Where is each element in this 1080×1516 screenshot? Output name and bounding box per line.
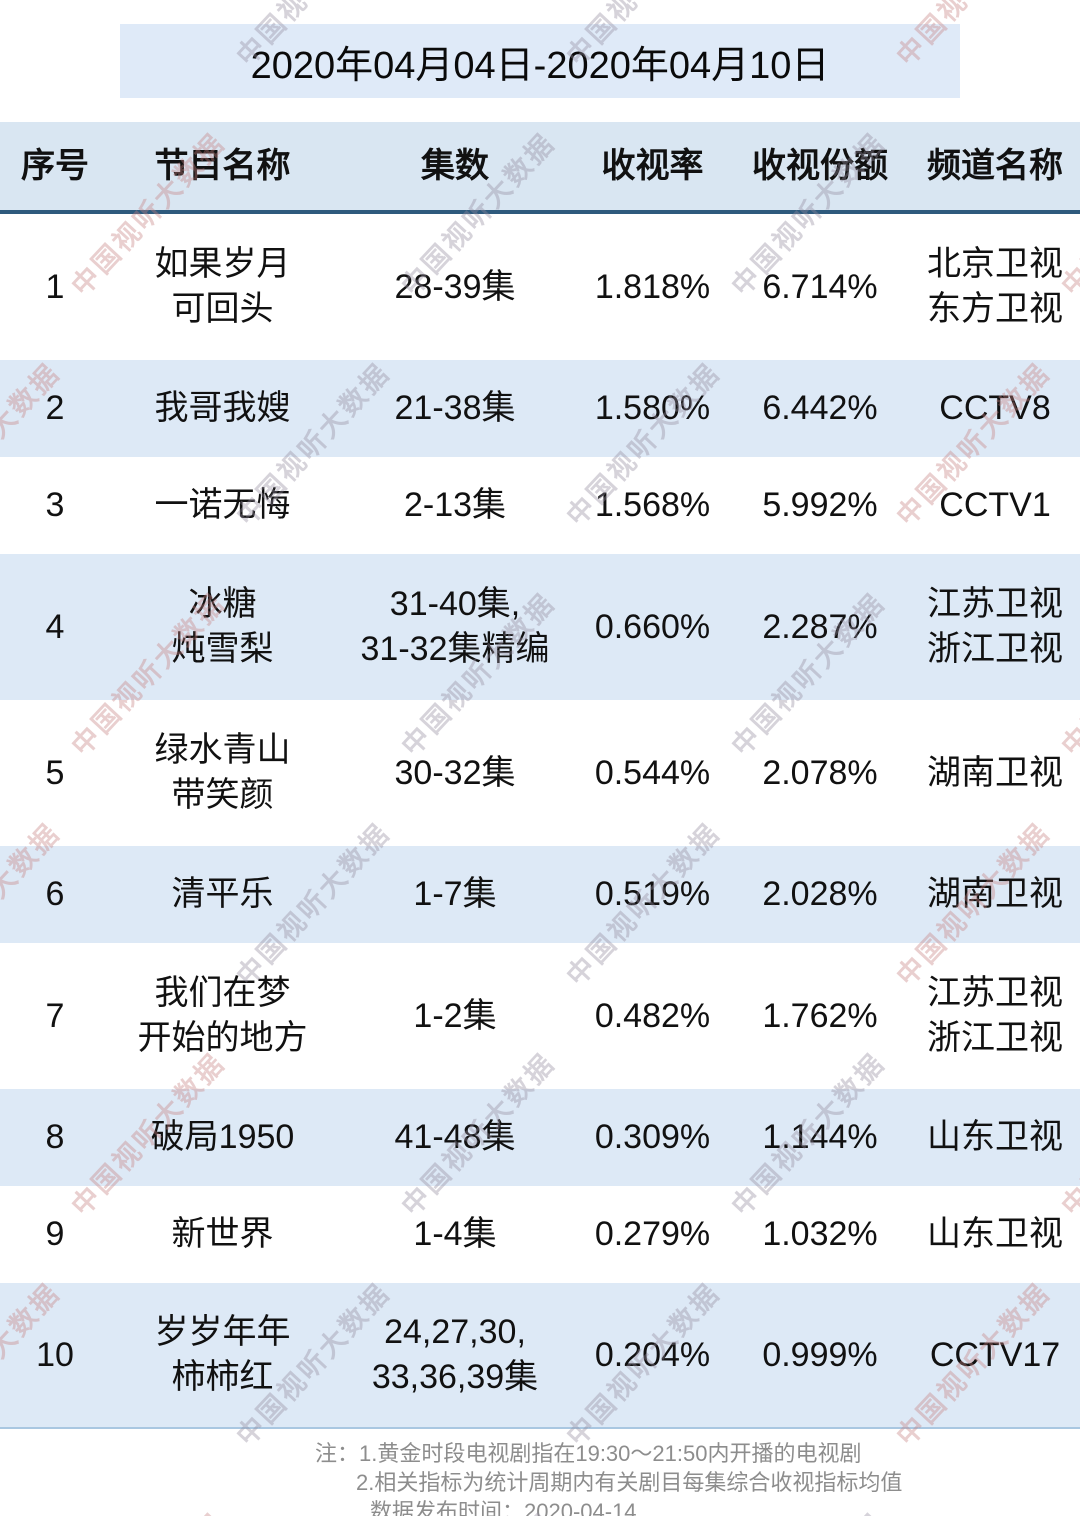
table-row: 6 清平乐 1-7集 0.519% 2.028% 湖南卫视 [0, 846, 1080, 943]
cell-share: 6.442% [762, 389, 878, 428]
cell-channel: 江苏卫视 浙江卫视 [927, 585, 1063, 668]
cell-rating: 1.818% [594, 267, 711, 306]
cell-rank: 10 [36, 1335, 74, 1374]
cell-channel: 北京卫视 东方卫视 [927, 245, 1063, 328]
cell-rating: 0.309% [594, 1118, 711, 1157]
cell-channel: 江苏卫视 浙江卫视 [927, 974, 1063, 1057]
cell-rating: 0.544% [594, 753, 711, 792]
cell-rating: 0.519% [594, 875, 711, 914]
cell-rating: 0.279% [594, 1215, 711, 1254]
footnote-line-1: 注：1.黄金时段电视剧指在19:30～21:50内开播的电视剧 [315, 1441, 862, 1466]
cell-rank: 7 [45, 996, 65, 1035]
cell-channel: 湖南卫视 [927, 753, 1063, 792]
cell-episodes: 28-39集 [394, 267, 516, 306]
cell-rank: 9 [45, 1215, 65, 1254]
cell-name: 冰糖 炖雪梨 [171, 585, 274, 668]
cell-episodes: 24,27,30, 33,36,39集 [371, 1313, 539, 1396]
column-header-rating: 收视率 [601, 146, 704, 185]
cell-name: 我哥我嫂 [154, 389, 291, 428]
column-header-name: 节目名称 [154, 146, 291, 185]
footnote-publish-date: 数据发布时间：2020-04-14 [370, 1499, 637, 1516]
cell-episodes: 1-7集 [413, 875, 497, 914]
cell-rank: 8 [45, 1118, 65, 1157]
cell-share: 0.999% [762, 1335, 878, 1374]
table-row: 4 冰糖 炖雪梨 31-40集, 31-32集精编 0.660% 2.287% 江苏卫视 浙江卫… [0, 554, 1080, 700]
cell-share: 1.032% [762, 1215, 878, 1254]
cell-rating: 0.660% [594, 607, 711, 646]
cell-rank: 3 [45, 486, 65, 525]
date-range-title: 2020年04月04日-2020年04月10日 [250, 44, 830, 87]
cell-episodes: 21-38集 [394, 389, 516, 428]
footnotes: 注：1.黄金时段电视剧指在19:30～21:50内开播的电视剧 2.相关指标为统… [0, 1439, 1080, 1516]
table-row: 7 我们在梦 开始的地方 1-2集 0.482% 1.762% 江苏卫视 浙江卫视 [0, 943, 1080, 1089]
cell-rating: 0.204% [594, 1335, 711, 1374]
cell-rank: 6 [45, 875, 65, 914]
column-header-rank: 序号 [21, 146, 89, 185]
cell-rating: 1.568% [594, 486, 711, 525]
cell-episodes: 2-13集 [403, 486, 507, 525]
cell-name: 一诺无悔 [154, 486, 291, 525]
table-row: 3 一诺无悔 2-13集 1.568% 5.992% CCTV1 [0, 457, 1080, 554]
cell-share: 1.144% [762, 1118, 878, 1157]
cell-name: 绿水青山 带笑颜 [154, 731, 291, 814]
table-row: 10 岁岁年年 柿柿红 24,27,30, 33,36,39集 0.204% 0.999% C… [0, 1283, 1080, 1429]
cell-channel: 山东卫视 [927, 1118, 1063, 1157]
cell-name: 清平乐 [171, 875, 274, 914]
cell-episodes: 1-4集 [413, 1215, 497, 1254]
footnote-line-2: 2.相关指标为统计周期内有关剧目每集综合收视指标均值 [356, 1470, 903, 1496]
cell-name: 岁岁年年 柿柿红 [154, 1313, 291, 1396]
ratings-table: 序号 节目名称 集数 收视率 收视份额 频道名称 1 如果岁月 可回头 28-39集 1… [0, 122, 1080, 1429]
cell-rank: 2 [45, 389, 65, 428]
cell-rank: 4 [45, 607, 65, 646]
cell-name: 如果岁月 可回头 [154, 245, 291, 328]
cell-rating: 0.482% [594, 996, 711, 1035]
cell-share: 2.078% [762, 753, 878, 792]
table-body: 1 如果岁月 可回头 28-39集 1.818% 6.714% 北京卫视 东方卫视 2 我哥我嫂 2… [0, 214, 1080, 1429]
cell-episodes: 41-48集 [394, 1118, 516, 1157]
cell-episodes: 1-2集 [413, 996, 497, 1035]
cell-share: 2.028% [762, 875, 878, 914]
cell-name: 我们在梦 开始的地方 [137, 974, 308, 1057]
cell-share: 2.287% [762, 607, 878, 646]
cell-channel: CCTV8 [939, 389, 1051, 428]
cell-channel: CCTV17 [929, 1335, 1061, 1374]
cell-channel: 山东卫视 [927, 1215, 1063, 1254]
watermark-text: 中国视听大数据 [0, 0, 67, 73]
column-header-channel: 频道名称 [927, 146, 1063, 185]
cell-episodes: 31-40集, 31-32集精编 [360, 585, 550, 668]
cell-name: 新世界 [171, 1215, 274, 1254]
table-row: 9 新世界 1-4集 0.279% 1.032% 山东卫视 [0, 1186, 1080, 1283]
cell-channel: CCTV1 [939, 486, 1051, 525]
column-header-episodes: 集数 [421, 146, 489, 185]
cell-share: 1.762% [762, 996, 878, 1035]
cell-rank: 1 [45, 267, 65, 306]
table-row: 8 破局1950 41-48集 0.309% 1.144% 山东卫视 [0, 1089, 1080, 1186]
table-row: 1 如果岁月 可回头 28-39集 1.818% 6.714% 北京卫视 东方卫视 [0, 214, 1080, 360]
column-header-share: 收视份额 [752, 146, 888, 185]
cell-episodes: 30-32集 [394, 753, 516, 792]
table-row: 2 我哥我嫂 21-38集 1.580% 6.442% CCTV8 [0, 360, 1080, 457]
table-header-row: 序号 节目名称 集数 收视率 收视份额 频道名称 [0, 122, 1080, 214]
cell-rating: 1.580% [594, 389, 711, 428]
cell-share: 6.714% [762, 267, 878, 306]
table-row: 5 绿水青山 带笑颜 30-32集 0.544% 2.078% 湖南卫视 [0, 700, 1080, 846]
cell-share: 5.992% [762, 486, 878, 525]
cell-rank: 5 [45, 753, 65, 792]
cell-channel: 湖南卫视 [927, 875, 1063, 914]
cell-name: 破局1950 [150, 1118, 295, 1157]
report-title-bar: 2020年04月04日-2020年04月10日 [120, 24, 960, 98]
